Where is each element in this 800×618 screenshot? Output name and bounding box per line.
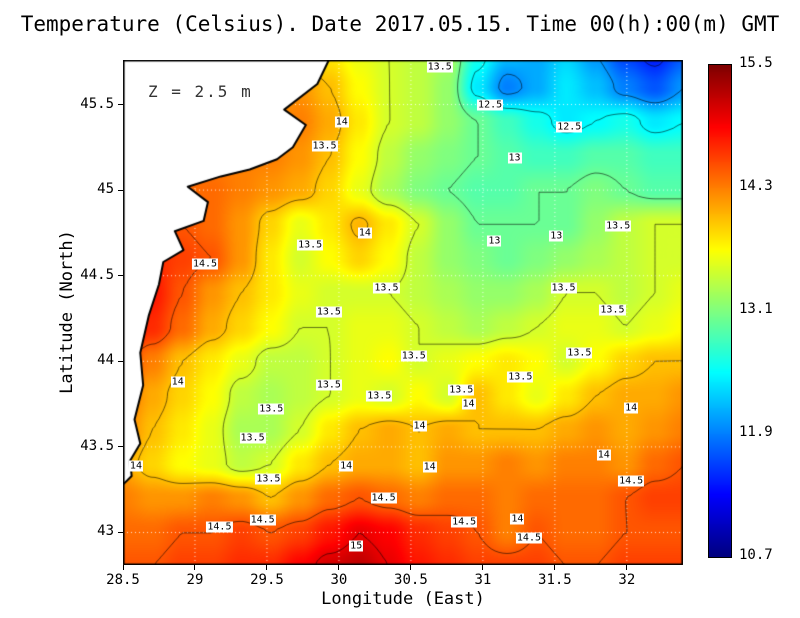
x-tick-mark — [338, 565, 340, 570]
contour-label: 14 — [170, 376, 185, 388]
plot-area: Z = 2.5 m 13.5 12.5 12.5 14 13.5 13 14 13.5 14.5… — [123, 60, 683, 565]
contour-label: 14.5 — [515, 532, 542, 544]
x-tick-mark — [482, 565, 484, 570]
temperature-field-canvas — [123, 60, 683, 565]
contour-label: 13 — [549, 230, 564, 242]
contour-label: 13.5 — [426, 61, 453, 73]
y-tick-mark — [118, 360, 123, 362]
contour-label: 14 — [510, 513, 525, 525]
x-tick-mark — [122, 565, 124, 570]
contour-label: 13.5 — [297, 239, 324, 251]
contour-label: 13.5 — [373, 282, 400, 294]
contour-label: 12.5 — [477, 99, 504, 110]
x-tick-label: 30.5 — [394, 572, 428, 588]
x-tick-mark — [554, 565, 556, 570]
contour-label: 13.5 — [315, 306, 342, 318]
y-tick-label: 45 — [97, 181, 114, 198]
contour-label: 13 — [507, 152, 522, 164]
contour-label: 14.5 — [618, 475, 645, 487]
y-tick-label: 44 — [97, 352, 114, 369]
figure-title: Temperature (Celsius). Date 2017.05.15. … — [20, 12, 780, 36]
contour-label: 14 — [461, 398, 476, 410]
x-tick-label: 31.5 — [538, 572, 572, 588]
y-tick-mark — [118, 189, 123, 191]
contour-label: 13.5 — [366, 390, 393, 402]
y-tick-mark — [118, 275, 123, 277]
contour-label: 15 — [349, 540, 364, 552]
contour-label: 14.5 — [370, 492, 397, 504]
contour-label: 13.5 — [550, 282, 577, 294]
contour-label: 13.5 — [566, 347, 593, 359]
x-tick-mark — [266, 565, 268, 570]
y-tick-mark — [118, 104, 123, 105]
contour-label: 13.5 — [258, 403, 285, 415]
x-tick-mark — [626, 565, 628, 570]
contour-label: 14 — [624, 402, 639, 413]
contour-label: 13.5 — [311, 140, 338, 152]
contour-label: 13.5 — [315, 379, 342, 391]
colorbar-tick-label: 11.9 — [739, 424, 773, 440]
x-tick-mark — [194, 565, 196, 570]
contour-label: 12.5 — [556, 121, 583, 133]
x-tick-label: 29 — [186, 572, 204, 588]
contour-label: 14.5 — [206, 521, 233, 533]
y-tick-label: 43.5 — [80, 437, 114, 454]
colorbar-tick-label: 13.1 — [739, 301, 773, 317]
contour-label: 14 — [422, 461, 437, 473]
contour-label: 14.5 — [192, 258, 219, 270]
contour-label: 14 — [128, 460, 143, 472]
contour-label: 14 — [412, 420, 427, 432]
y-tick-label: 45.5 — [80, 95, 114, 112]
contour-label: 13.5 — [599, 304, 626, 316]
colorbar — [708, 64, 732, 558]
contour-label: 14.5 — [451, 516, 478, 528]
y-tick-mark — [118, 531, 123, 533]
colorbar-gradient — [708, 64, 732, 558]
x-tick-mark — [410, 565, 412, 570]
x-tick-label: 30 — [330, 572, 348, 588]
contour-label: 13.5 — [255, 473, 282, 485]
x-tick-label: 28.5 — [106, 572, 140, 588]
contour-label: 14 — [357, 227, 372, 239]
colorbar-tick-label: 14.3 — [739, 178, 773, 194]
x-tick-label: 32 — [618, 572, 636, 588]
x-axis-title: Longitude (East) — [321, 589, 485, 609]
contour-label: 14.5 — [249, 514, 276, 526]
x-tick-label: 29.5 — [250, 572, 284, 588]
contour-label: 13.5 — [239, 432, 266, 444]
depth-annotation: Z = 2.5 m — [148, 82, 253, 101]
y-tick-label: 43 — [97, 523, 114, 540]
x-tick-label: 31 — [474, 572, 492, 588]
contour-label: 14 — [596, 449, 611, 461]
contour-label: 14 — [339, 460, 354, 472]
y-tick-mark — [118, 446, 123, 448]
colorbar-tick-label: 15.5 — [739, 55, 773, 71]
contour-label: 13.5 — [507, 371, 534, 383]
contour-label: 13.5 — [400, 350, 427, 362]
y-tick-label: 44.5 — [80, 266, 114, 283]
y-axis-title: Latitude (North) — [57, 230, 77, 394]
contour-label: 13.5 — [605, 220, 632, 232]
contour-label: 13 — [487, 235, 502, 247]
colorbar-tick-label: 10.7 — [739, 547, 773, 563]
contour-label: 14 — [334, 116, 349, 128]
contour-label: 13.5 — [448, 384, 475, 396]
